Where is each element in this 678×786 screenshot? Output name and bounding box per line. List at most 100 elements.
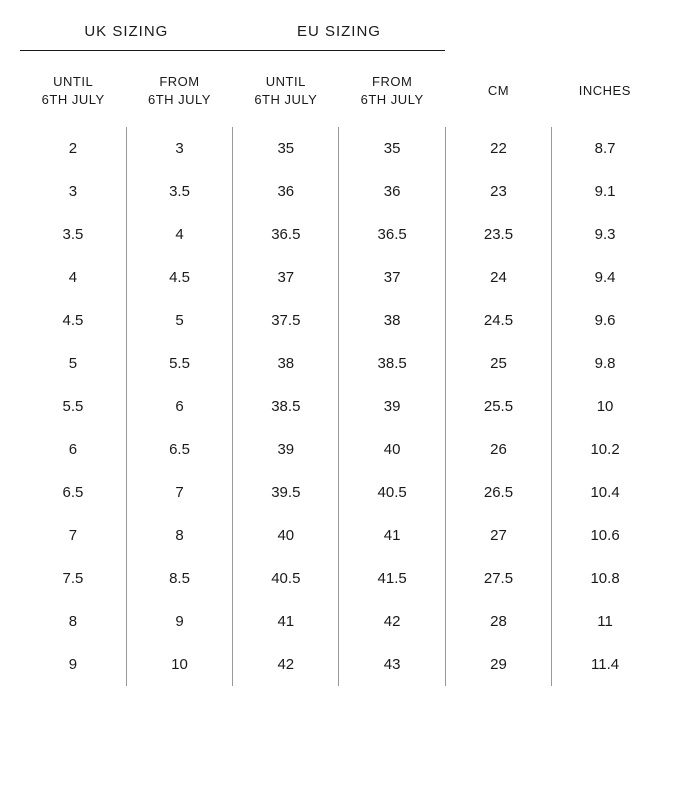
cell-eu-until: 36.5 bbox=[233, 213, 339, 256]
cell-eu-from: 37 bbox=[339, 256, 445, 299]
cell-uk-until: 2 bbox=[20, 127, 126, 170]
cell-inches: 9.1 bbox=[552, 170, 658, 213]
group-header-uk: UK SIZING bbox=[20, 15, 233, 51]
cell-eu-from: 36.5 bbox=[339, 213, 445, 256]
cell-uk-until: 5.5 bbox=[20, 385, 126, 428]
cell-eu-until: 41 bbox=[233, 600, 339, 643]
table-row: 33.53636239.1 bbox=[20, 170, 658, 213]
cell-uk-from: 9 bbox=[126, 600, 232, 643]
cell-eu-until: 39.5 bbox=[233, 471, 339, 514]
cell-eu-from: 41.5 bbox=[339, 557, 445, 600]
column-header-row: UNTIL6TH JULYFROM6TH JULYUNTIL6TH JULYFR… bbox=[20, 51, 658, 128]
table-row: 4.5537.53824.59.6 bbox=[20, 299, 658, 342]
cell-eu-from: 40.5 bbox=[339, 471, 445, 514]
table-row: 5.5638.53925.510 bbox=[20, 385, 658, 428]
cell-eu-from: 38.5 bbox=[339, 342, 445, 385]
cell-uk-from: 3 bbox=[126, 127, 232, 170]
cell-inches: 9.4 bbox=[552, 256, 658, 299]
table-row: 3.5436.536.523.59.3 bbox=[20, 213, 658, 256]
cell-eu-from: 40 bbox=[339, 428, 445, 471]
cell-uk-until: 6 bbox=[20, 428, 126, 471]
cell-uk-until: 3.5 bbox=[20, 213, 126, 256]
cell-cm: 22 bbox=[445, 127, 551, 170]
cell-eu-from: 41 bbox=[339, 514, 445, 557]
col-header-cm: CM bbox=[445, 51, 551, 128]
cell-inches: 9.8 bbox=[552, 342, 658, 385]
table-row: 44.53737249.4 bbox=[20, 256, 658, 299]
cell-uk-until: 5 bbox=[20, 342, 126, 385]
cell-eu-until: 38.5 bbox=[233, 385, 339, 428]
cell-cm: 26.5 bbox=[445, 471, 551, 514]
cell-cm: 27.5 bbox=[445, 557, 551, 600]
cell-cm: 23.5 bbox=[445, 213, 551, 256]
cell-inches: 11 bbox=[552, 600, 658, 643]
cell-eu-until: 40.5 bbox=[233, 557, 339, 600]
cell-eu-until: 42 bbox=[233, 643, 339, 686]
cell-cm: 24.5 bbox=[445, 299, 551, 342]
cell-uk-until: 9 bbox=[20, 643, 126, 686]
cell-cm: 27 bbox=[445, 514, 551, 557]
cell-cm: 29 bbox=[445, 643, 551, 686]
cell-eu-until: 38 bbox=[233, 342, 339, 385]
cell-uk-from: 5 bbox=[126, 299, 232, 342]
cell-uk-from: 8 bbox=[126, 514, 232, 557]
col-header-euUntil: UNTIL6TH JULY bbox=[233, 51, 339, 128]
cell-uk-until: 6.5 bbox=[20, 471, 126, 514]
cell-uk-from: 8.5 bbox=[126, 557, 232, 600]
group-header-empty bbox=[445, 15, 658, 51]
table-row: 66.539402610.2 bbox=[20, 428, 658, 471]
cell-cm: 26 bbox=[445, 428, 551, 471]
cell-cm: 24 bbox=[445, 256, 551, 299]
cell-inches: 11.4 bbox=[552, 643, 658, 686]
cell-inches: 9.6 bbox=[552, 299, 658, 342]
cell-uk-from: 6.5 bbox=[126, 428, 232, 471]
cell-inches: 8.7 bbox=[552, 127, 658, 170]
cell-eu-until: 35 bbox=[233, 127, 339, 170]
cell-eu-from: 36 bbox=[339, 170, 445, 213]
table-row: 91042432911.4 bbox=[20, 643, 658, 686]
table-row: 6.5739.540.526.510.4 bbox=[20, 471, 658, 514]
cell-inches: 10.6 bbox=[552, 514, 658, 557]
cell-uk-from: 4.5 bbox=[126, 256, 232, 299]
sizing-table: UK SIZINGEU SIZINGUNTIL6TH JULYFROM6TH J… bbox=[20, 15, 658, 686]
cell-uk-until: 4 bbox=[20, 256, 126, 299]
cell-eu-until: 36 bbox=[233, 170, 339, 213]
cell-eu-until: 40 bbox=[233, 514, 339, 557]
group-header-eu: EU SIZING bbox=[233, 15, 446, 51]
table-row: 7.58.540.541.527.510.8 bbox=[20, 557, 658, 600]
table-row: 7840412710.6 bbox=[20, 514, 658, 557]
cell-inches: 10.4 bbox=[552, 471, 658, 514]
table-row: 8941422811 bbox=[20, 600, 658, 643]
cell-eu-from: 38 bbox=[339, 299, 445, 342]
cell-inches: 10.2 bbox=[552, 428, 658, 471]
cell-eu-until: 37 bbox=[233, 256, 339, 299]
cell-uk-from: 3.5 bbox=[126, 170, 232, 213]
cell-cm: 28 bbox=[445, 600, 551, 643]
cell-inches: 9.3 bbox=[552, 213, 658, 256]
group-header-row: UK SIZINGEU SIZING bbox=[20, 15, 658, 51]
cell-uk-until: 8 bbox=[20, 600, 126, 643]
cell-eu-until: 37.5 bbox=[233, 299, 339, 342]
cell-uk-until: 7.5 bbox=[20, 557, 126, 600]
cell-uk-from: 6 bbox=[126, 385, 232, 428]
cell-cm: 23 bbox=[445, 170, 551, 213]
table-row: 55.53838.5259.8 bbox=[20, 342, 658, 385]
cell-uk-from: 5.5 bbox=[126, 342, 232, 385]
cell-uk-until: 7 bbox=[20, 514, 126, 557]
table-row: 233535228.7 bbox=[20, 127, 658, 170]
cell-cm: 25 bbox=[445, 342, 551, 385]
cell-eu-from: 39 bbox=[339, 385, 445, 428]
cell-uk-from: 10 bbox=[126, 643, 232, 686]
cell-inches: 10 bbox=[552, 385, 658, 428]
cell-eu-from: 35 bbox=[339, 127, 445, 170]
cell-inches: 10.8 bbox=[552, 557, 658, 600]
cell-uk-until: 4.5 bbox=[20, 299, 126, 342]
cell-uk-from: 7 bbox=[126, 471, 232, 514]
col-header-ukUntil: UNTIL6TH JULY bbox=[20, 51, 126, 128]
cell-eu-until: 39 bbox=[233, 428, 339, 471]
col-header-ukFrom: FROM6TH JULY bbox=[126, 51, 232, 128]
cell-cm: 25.5 bbox=[445, 385, 551, 428]
cell-uk-until: 3 bbox=[20, 170, 126, 213]
col-header-inches: INCHES bbox=[552, 51, 658, 128]
col-header-euFrom: FROM6TH JULY bbox=[339, 51, 445, 128]
